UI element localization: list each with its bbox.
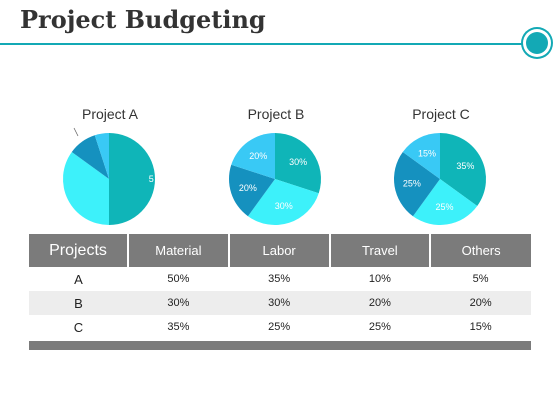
pie-slice-label: 30% bbox=[275, 201, 293, 211]
pie-leader-line bbox=[73, 127, 79, 137]
title-divider bbox=[0, 43, 530, 45]
pie-slice bbox=[109, 133, 155, 225]
pie-slice bbox=[440, 133, 486, 207]
others-cell: 20% bbox=[430, 291, 531, 315]
table-row: B 30% 30% 20% 20% bbox=[29, 291, 531, 315]
pie-slice bbox=[412, 179, 478, 225]
pie-slice bbox=[62, 151, 109, 225]
pie-slice-label: 35% bbox=[456, 161, 474, 171]
pie-chart-project-c: 35% 25% 25% 15% bbox=[394, 133, 486, 225]
labor-cell: 35% bbox=[268, 273, 291, 285]
pie-slice-label: 30% bbox=[289, 157, 307, 167]
row-project-cell: B bbox=[29, 291, 128, 315]
page-title: Project Budgeting bbox=[20, 5, 266, 34]
row-project-cell: A bbox=[74, 271, 83, 287]
col-header-travel: Travel bbox=[329, 234, 432, 267]
labor-cell: 25% bbox=[268, 321, 291, 333]
pie-slice bbox=[71, 135, 109, 179]
pie-slice bbox=[231, 133, 275, 179]
travel-cell: 25% bbox=[368, 321, 391, 333]
pie-slice-label: 20% bbox=[249, 151, 267, 161]
travel-cell: 20% bbox=[329, 291, 431, 315]
others-cell: 15% bbox=[469, 321, 492, 333]
budget-table: Projects Material Labor Travel Others A … bbox=[29, 234, 531, 339]
pie-slice-label: 5 bbox=[149, 174, 154, 184]
pie-slice bbox=[94, 133, 109, 179]
material-cell: 50% bbox=[167, 273, 190, 285]
accent-circle bbox=[526, 32, 548, 54]
col-header-projects: Projects bbox=[29, 234, 129, 267]
row-project-cell: C bbox=[73, 319, 84, 335]
labor-cell: 30% bbox=[228, 291, 330, 315]
pie-slice bbox=[247, 179, 319, 225]
pie-slice-label: 20% bbox=[239, 183, 257, 193]
col-header-labor: Labor bbox=[228, 234, 331, 267]
pie-title-project-c: Project C bbox=[412, 106, 470, 122]
pie-chart-project-a: 5 bbox=[62, 127, 155, 225]
pie-slice-label: 25% bbox=[403, 178, 421, 188]
pie-slice-label: 15% bbox=[418, 149, 436, 159]
pie-chart-project-b: 30% 30% 20% 20% bbox=[229, 133, 321, 225]
table-footer-bar bbox=[29, 341, 531, 350]
pie-title-project-a: Project A bbox=[81, 106, 139, 122]
pie-slice bbox=[275, 133, 321, 194]
pie-slice bbox=[229, 164, 275, 217]
pie-slice bbox=[394, 151, 440, 217]
table-row: C 35% 25% 25% 15% bbox=[29, 315, 531, 339]
pie-slice-label: 25% bbox=[435, 202, 453, 212]
material-cell: 30% bbox=[128, 291, 229, 315]
pie-title-project-b: Project B bbox=[247, 106, 305, 122]
col-header-others: Others bbox=[430, 234, 531, 267]
table-row: A 50% 35% 10% 5% bbox=[29, 267, 531, 291]
others-cell: 5% bbox=[472, 273, 489, 285]
travel-cell: 10% bbox=[368, 273, 391, 285]
material-cell: 35% bbox=[167, 321, 190, 333]
col-header-material: Material bbox=[128, 234, 230, 267]
pie-slice bbox=[402, 133, 440, 179]
table-header-row: Projects Material Labor Travel Others bbox=[29, 234, 531, 267]
